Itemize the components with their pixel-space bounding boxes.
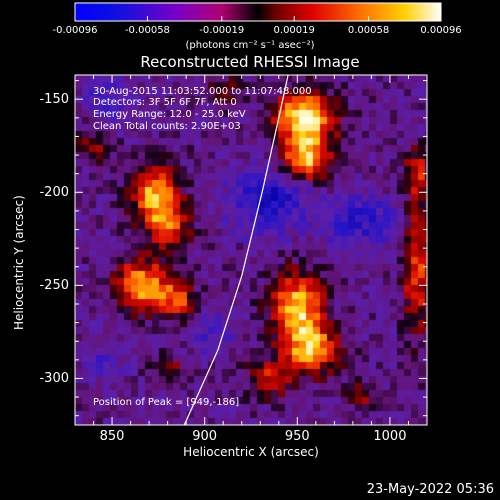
y-tick-label: -150 [39,91,69,107]
colorbar-units: (photons cm⁻² s⁻¹ asec⁻²) [185,40,315,51]
colorbar-tick-label: 0.00019 [273,25,315,36]
x-tick-label: 900 [192,429,218,444]
solar-limb-curve [183,74,289,426]
colorbar [74,2,442,22]
colorbar-tick-label: -0.00058 [124,25,170,36]
y-tick-label: -250 [39,277,69,293]
x-tick-label: 850 [99,429,125,444]
annotation-time-range: 30-Aug-2015 11:03:52.000 to 11:07:48.000 [93,86,312,97]
annotation-energy: Energy Range: 12.0 - 25.0 keV [93,109,246,120]
x-tick-label: 950 [284,429,310,444]
colorbar-tick-label: 0.00096 [420,25,462,36]
x-tick-label: 1000 [373,429,407,444]
plot-frame [74,74,428,426]
axis-ticks [74,75,428,425]
annotation-detectors: Detectors: 3F 5F 6F 7F, Att 0 [93,97,237,108]
x-axis-label: Heliocentric X (arcsec) [183,445,319,459]
annotation-clean: Clean Total counts: 2.90E+03 [93,121,241,132]
colorbar-ticks [74,16,442,21]
chart-title: Reconstructed RHESSI Image [140,53,360,71]
heatmap-image [75,75,427,425]
colorbar-tick-label: -0.00019 [199,25,245,36]
y-tick-label: -200 [39,184,69,200]
y-tick-label: -300 [39,370,69,386]
colorbar-tick-label: -0.00096 [52,25,98,36]
footer-date: 23-May-2022 05:36 [366,482,494,497]
colorbar-tick-label: 0.00058 [347,25,390,36]
annotation-peak: Position of Peak = [949,-186] [93,397,240,408]
y-axis-label: Heliocentric Y (arcsec) [12,195,26,330]
